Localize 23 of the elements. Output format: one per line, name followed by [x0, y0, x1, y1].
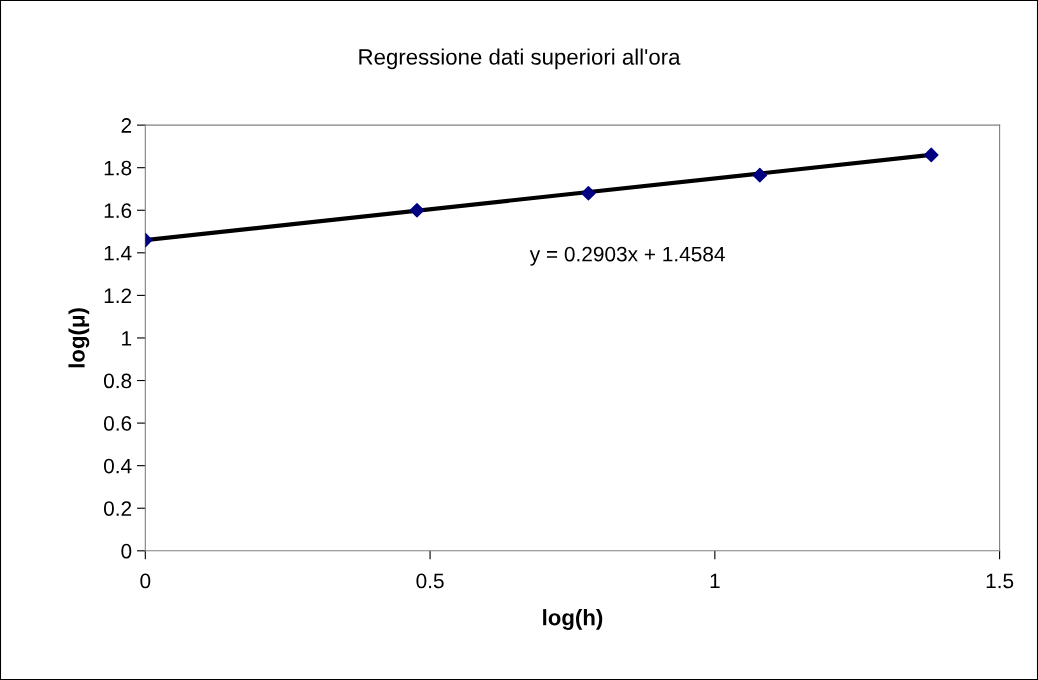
y-tick-label: 0 — [121, 543, 132, 559]
y-tick-label: 1.4 — [104, 246, 132, 261]
y-tick-label: 1.6 — [104, 203, 132, 219]
point — [923, 147, 939, 163]
y-tick-label: 0.8 — [103, 373, 132, 389]
annotation: y = 0.2903x + 1.4584 — [529, 246, 725, 266]
point — [409, 202, 425, 218]
x-axis-title: log(h) — [543, 609, 603, 630]
y-tick-label: 2 — [121, 118, 132, 133]
y-tick-label: 0.2 — [103, 501, 132, 516]
y-axis-title: log(μ) — [68, 308, 90, 368]
x-tick-label: 1 — [710, 573, 720, 589]
y-tick-label: 1.2 — [104, 288, 132, 303]
x-tick-label: 0.5 — [416, 573, 444, 589]
point — [581, 185, 596, 201]
x-tick-label: 1.5 — [986, 573, 1014, 589]
y-tick-label: 0.6 — [103, 416, 132, 431]
y-tick-label: 1.8 — [104, 160, 132, 176]
chart-title: Regressione dati superiori all'ora — [359, 48, 681, 70]
y-tick-label: 1 — [122, 331, 132, 346]
x-tick-label: 0 — [140, 573, 151, 589]
point — [752, 167, 768, 183]
y-tick-label: 0.4 — [103, 458, 132, 474]
